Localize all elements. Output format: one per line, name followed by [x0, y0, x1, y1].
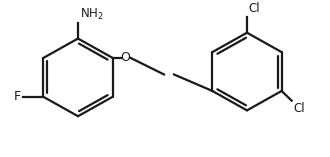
Text: F: F	[14, 90, 21, 103]
Text: Cl: Cl	[248, 2, 260, 15]
Text: NH$_2$: NH$_2$	[80, 7, 104, 22]
Text: Cl: Cl	[294, 102, 305, 115]
Text: O: O	[121, 51, 131, 64]
